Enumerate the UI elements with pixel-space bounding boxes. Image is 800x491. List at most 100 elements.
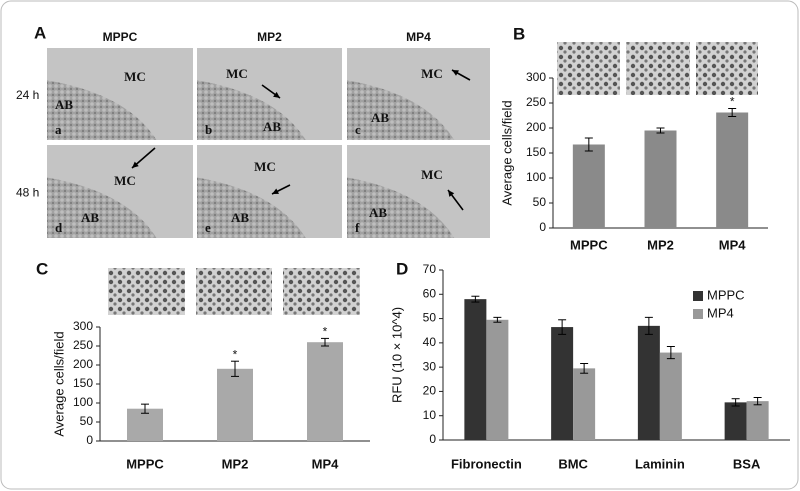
y-tick-label: 300 bbox=[73, 319, 93, 333]
region-label: AB bbox=[55, 97, 73, 112]
image-letter: f bbox=[355, 220, 360, 235]
region-label: MC bbox=[254, 159, 276, 174]
bar bbox=[486, 319, 509, 440]
region-label: MC bbox=[114, 173, 136, 188]
region-label: AB bbox=[371, 110, 389, 125]
x-tick-label: MP4 bbox=[719, 237, 747, 252]
image-letter: e bbox=[205, 220, 211, 235]
region-label: MC bbox=[421, 167, 443, 182]
thumbnail bbox=[696, 42, 758, 95]
region-label: AB bbox=[81, 210, 99, 225]
bar bbox=[724, 402, 747, 440]
y-tick-label: 150 bbox=[526, 145, 546, 159]
x-tick-label: BMC bbox=[558, 456, 588, 471]
bar bbox=[464, 299, 487, 440]
x-tick-label: BSA bbox=[733, 456, 761, 471]
panel-label: A bbox=[34, 23, 46, 42]
y-tick-label: 300 bbox=[526, 70, 546, 84]
x-tick-label: MPPC bbox=[126, 456, 164, 471]
significance-marker: * bbox=[730, 95, 735, 109]
thumbnail bbox=[557, 42, 620, 95]
image-letter: a bbox=[55, 122, 62, 137]
x-tick-label: Laminin bbox=[635, 456, 685, 471]
arrow-head bbox=[272, 188, 279, 194]
region-label: MC bbox=[226, 66, 248, 81]
arrow-head bbox=[273, 91, 280, 98]
y-tick-label: 250 bbox=[526, 95, 546, 109]
y-tick-label: 20 bbox=[423, 384, 437, 398]
image-letter: c bbox=[355, 122, 361, 137]
y-tick-label: 0 bbox=[539, 220, 546, 234]
region-label: MC bbox=[124, 69, 146, 84]
aggregate-region bbox=[47, 177, 157, 238]
x-tick-label: Fibronectin bbox=[451, 456, 522, 471]
x-tick-label: MP2 bbox=[222, 456, 249, 471]
y-tick-label: 50 bbox=[533, 195, 547, 209]
column-header: MP2 bbox=[257, 30, 282, 44]
aggregate-region bbox=[47, 80, 157, 140]
aggregate-region bbox=[197, 80, 306, 140]
bar bbox=[716, 112, 749, 228]
y-tick-label: 50 bbox=[423, 311, 437, 325]
bar bbox=[307, 342, 343, 441]
arrow-head bbox=[452, 70, 459, 76]
aggregate-region bbox=[347, 80, 455, 140]
legend-swatch bbox=[693, 309, 703, 319]
panel-label: B bbox=[513, 24, 525, 43]
region-label: AB bbox=[231, 210, 249, 225]
y-tick-label: 0 bbox=[429, 432, 436, 446]
thumbnail bbox=[108, 268, 185, 315]
y-tick-label: 0 bbox=[86, 433, 93, 447]
region-label: AB bbox=[369, 205, 387, 220]
y-tick-label: 10 bbox=[423, 408, 437, 422]
y-tick-label: 40 bbox=[423, 335, 437, 349]
row-header: 24 h bbox=[16, 88, 39, 102]
row-header: 48 h bbox=[16, 186, 39, 200]
column-header: MP4 bbox=[406, 30, 431, 44]
image-letter: d bbox=[55, 220, 63, 235]
bar bbox=[217, 368, 253, 441]
bar bbox=[127, 408, 163, 441]
y-axis-label: RFU (10 × 10^4) bbox=[389, 307, 404, 403]
x-tick-label: MP4 bbox=[312, 456, 340, 471]
aggregate-region bbox=[197, 177, 306, 238]
legend-label: MPPC bbox=[707, 287, 745, 302]
x-tick-label: MPPC bbox=[570, 237, 608, 252]
bar bbox=[659, 352, 682, 440]
y-tick-label: 100 bbox=[526, 170, 546, 184]
y-tick-label: 250 bbox=[73, 338, 93, 352]
bar bbox=[551, 327, 574, 440]
region-label: MC bbox=[421, 66, 443, 81]
arrow-head bbox=[132, 161, 139, 168]
y-tick-label: 200 bbox=[526, 120, 546, 134]
bar bbox=[644, 130, 677, 228]
region-label: AB bbox=[263, 119, 281, 134]
y-tick-label: 60 bbox=[423, 286, 437, 300]
significance-marker: * bbox=[323, 325, 328, 339]
column-header: MPPC bbox=[103, 30, 138, 44]
y-tick-label: 50 bbox=[80, 414, 94, 428]
y-tick-label: 70 bbox=[423, 262, 437, 276]
y-tick-label: 200 bbox=[73, 357, 93, 371]
image-letter: b bbox=[205, 122, 212, 137]
thumbnail bbox=[283, 268, 360, 315]
arrow-head bbox=[448, 190, 455, 197]
bar bbox=[746, 401, 769, 440]
legend-swatch bbox=[693, 291, 703, 301]
bar bbox=[637, 325, 660, 440]
bar bbox=[572, 144, 605, 228]
thumbnail bbox=[196, 268, 272, 315]
bar bbox=[573, 368, 596, 440]
significance-marker: * bbox=[233, 347, 238, 361]
x-tick-label: MP2 bbox=[647, 237, 674, 252]
y-axis-label: Average cells/field bbox=[499, 100, 514, 205]
panel-label: D bbox=[396, 259, 408, 278]
y-tick-label: 150 bbox=[73, 376, 93, 390]
legend-label: MP4 bbox=[707, 305, 734, 320]
y-axis-label: Average cells/field bbox=[51, 331, 66, 436]
panel-label: C bbox=[36, 259, 48, 278]
aggregate-region bbox=[347, 177, 455, 238]
y-tick-label: 100 bbox=[73, 395, 93, 409]
y-tick-label: 30 bbox=[423, 359, 437, 373]
